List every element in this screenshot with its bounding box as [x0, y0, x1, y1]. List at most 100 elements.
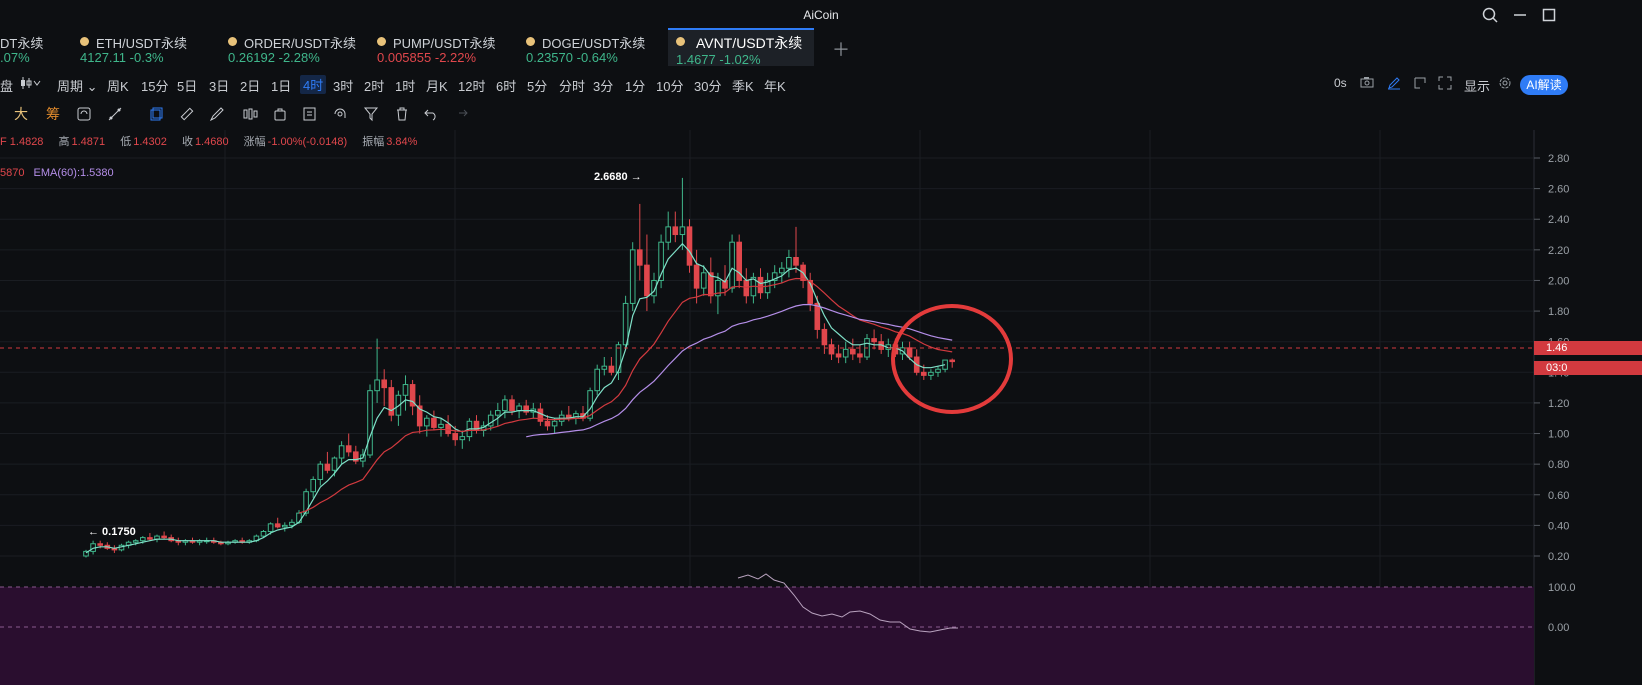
tab-symbol-name: ORDER/USDT永续: [244, 36, 356, 51]
interval-option[interactable]: 3分: [593, 79, 614, 94]
candle-body: [779, 267, 785, 274]
layout-icon[interactable]: [1413, 76, 1427, 93]
fullscreen-icon[interactable]: [1438, 76, 1452, 93]
redo-icon[interactable]: [451, 104, 471, 124]
interval-option[interactable]: 5日: [177, 79, 198, 94]
filter-icon[interactable]: [361, 104, 381, 124]
y-axis-label: 0.60: [1548, 490, 1569, 502]
candle-body: [686, 226, 693, 266]
ruler-icon[interactable]: [177, 104, 197, 124]
high-marker: 2.6680 →: [594, 171, 642, 183]
interval-option[interactable]: 2时: [364, 79, 385, 94]
bag-icon[interactable]: [270, 104, 290, 124]
interval-option[interactable]: 15分: [141, 79, 169, 94]
candle-body: [516, 405, 522, 412]
interval-option[interactable]: 年K: [764, 79, 786, 94]
candle-tool-icon[interactable]: [240, 104, 260, 124]
interval-option[interactable]: 季K: [732, 79, 754, 94]
interval-option[interactable]: 3日: [209, 79, 230, 94]
candle-body: [715, 279, 721, 297]
indicator-axis-label: 0.00: [1548, 622, 1569, 634]
candle-body: [906, 347, 913, 358]
candle-body: [345, 445, 352, 453]
app-title: AiCoin: [803, 8, 839, 22]
candle-body: [658, 241, 664, 281]
tab-symbol[interactable]: DOGE/USDT永续 0.23570 -0.64%: [526, 30, 666, 68]
market-label[interactable]: 盘: [0, 79, 14, 94]
interval-option[interactable]: 月K: [426, 79, 448, 94]
candle-body: [445, 423, 451, 435]
candle-body: [487, 414, 494, 427]
candle-body: [722, 279, 728, 289]
y-axis-label: 0.20: [1548, 551, 1569, 563]
sync-icon[interactable]: [74, 104, 94, 124]
minimize-icon[interactable]: [1505, 4, 1535, 26]
interval-option[interactable]: 1日: [271, 79, 292, 94]
candle-body: [928, 371, 934, 376]
candle-body: [708, 272, 714, 297]
undo-icon[interactable]: [421, 104, 441, 124]
tab-symbol[interactable]: PUMP/USDT永续 0.005855 -2.22%: [377, 30, 517, 68]
candle-body: [729, 241, 735, 289]
interval-option[interactable]: 1分: [625, 79, 646, 94]
interval-option[interactable]: 3时: [333, 79, 354, 94]
candle-body: [161, 535, 167, 539]
candle-body: [289, 521, 295, 526]
interval-option[interactable]: 12时: [458, 79, 486, 94]
interval-option[interactable]: 1时: [395, 79, 416, 94]
tab-symbol[interactable]: ORDER/USDT永续 0.26192 -2.28%: [228, 30, 368, 68]
indicator-line: [737, 573, 958, 633]
brush-icon[interactable]: [207, 104, 227, 124]
maximize-icon[interactable]: [1534, 4, 1564, 26]
tab-symbol-name: DT永续: [0, 36, 44, 51]
display-label[interactable]: 显示: [1464, 79, 1491, 94]
candle-body: [416, 405, 423, 427]
candle-body: [935, 368, 941, 373]
current-price-badge: 1.46: [1534, 341, 1642, 355]
magnet-icon[interactable]: [330, 104, 350, 124]
candle-body: [438, 423, 444, 428]
candle-body: [495, 410, 501, 416]
ai-interpret-button[interactable]: AI解读: [1520, 75, 1568, 95]
add-tab-icon[interactable]: ＋: [832, 40, 850, 60]
candle-body: [132, 540, 139, 543]
tab-price: 0.23570 -0.64%: [526, 50, 618, 65]
interval-option[interactable]: 分时: [559, 79, 586, 94]
interval-option[interactable]: 5分: [527, 79, 548, 94]
camera-icon[interactable]: [1360, 76, 1374, 91]
y-axis-label: 2.20: [1548, 245, 1569, 257]
tab-symbol[interactable]: DT永续 .07%: [0, 30, 60, 68]
interval-option[interactable]: 2日: [240, 79, 261, 94]
candle-body: [629, 249, 636, 304]
trash-icon[interactable]: [392, 104, 412, 124]
period-dropdown[interactable]: 周期 ⌄: [57, 79, 98, 94]
countdown-badge: 03:0: [1534, 361, 1642, 375]
search-icon[interactable]: [1475, 4, 1505, 26]
candle-body: [679, 226, 686, 236]
crosshair-icon[interactable]: [105, 104, 125, 124]
big-order-tool[interactable]: 大: [14, 106, 28, 122]
interval-option[interactable]: 30分: [694, 79, 722, 94]
interval-option-selected[interactable]: 4时: [300, 75, 327, 94]
candle-type-icon[interactable]: [20, 76, 42, 93]
settings-icon[interactable]: [1498, 76, 1512, 93]
note-icon[interactable]: [300, 104, 320, 124]
y-axis-label: 0.40: [1548, 520, 1569, 532]
candle-body: [523, 405, 530, 413]
interval-option[interactable]: 6时: [496, 79, 517, 94]
tab-symbol-active[interactable]: AVNT/USDT永续 1.4677 -1.02%: [668, 28, 814, 67]
chip-distribution-tool[interactable]: 筹: [46, 106, 60, 122]
pencil-icon[interactable]: [1387, 76, 1401, 93]
highlight-circle: [891, 304, 1013, 414]
interval-option[interactable]: 周K: [107, 79, 129, 94]
cursor-icon[interactable]: [147, 104, 167, 124]
candle-body: [324, 463, 331, 471]
ema-mid-line: [298, 277, 953, 514]
y-axis-label: 1.80: [1548, 306, 1569, 318]
interval-option[interactable]: 10分: [656, 79, 684, 94]
y-axis-label: 2.00: [1548, 275, 1569, 287]
candle-body: [402, 384, 409, 396]
tab-symbol[interactable]: ETH/USDT永续 4127.11 -0.3%: [80, 30, 220, 68]
